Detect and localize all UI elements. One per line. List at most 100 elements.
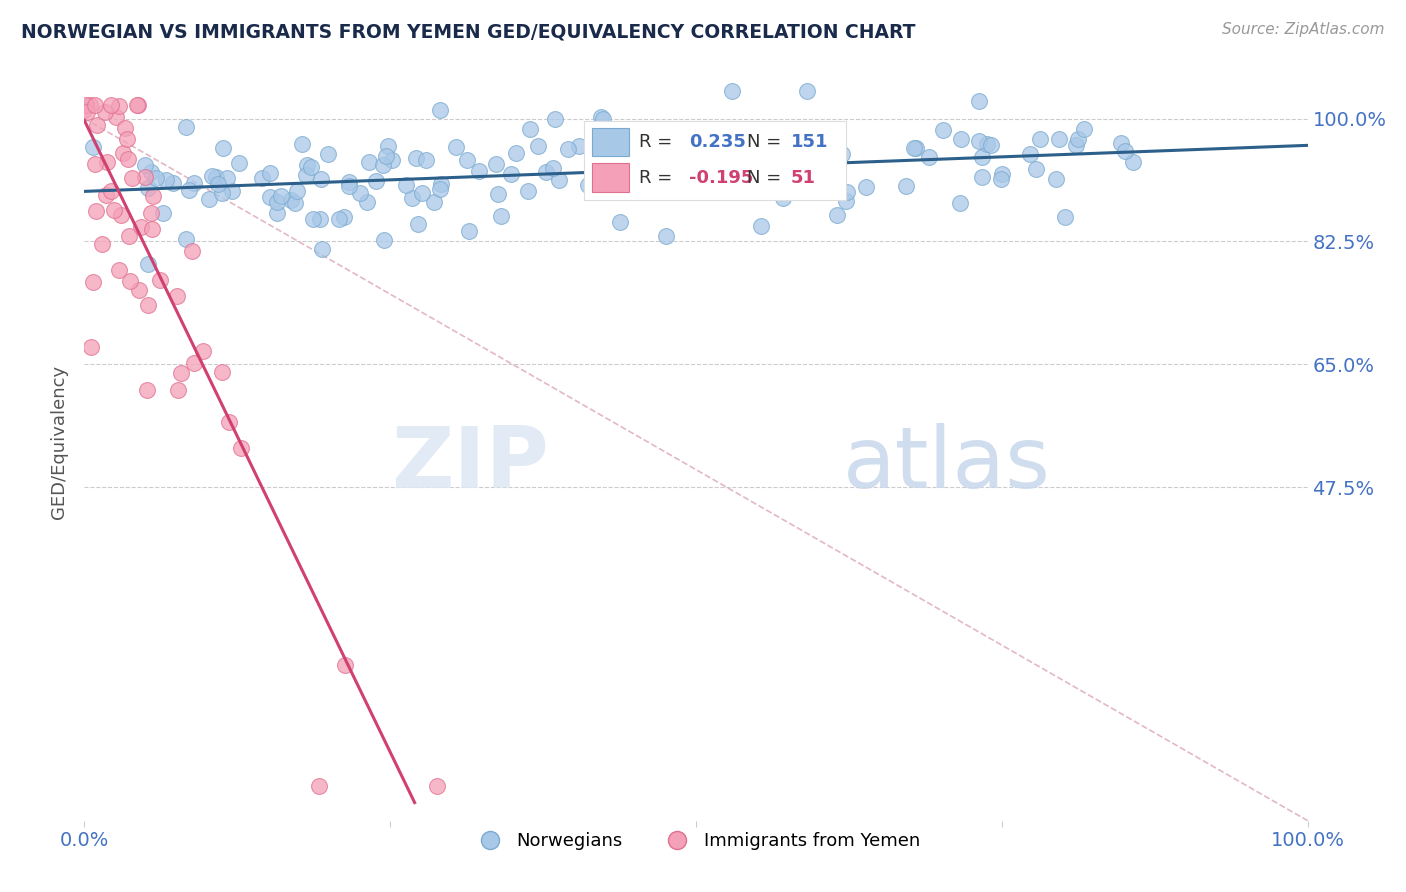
Point — [406, 217, 429, 231]
Point — [295, 168, 318, 182]
Point — [103, 202, 125, 217]
Point — [485, 157, 508, 171]
Text: N =: N = — [747, 133, 780, 151]
Point — [415, 153, 437, 167]
Point — [80, 340, 103, 354]
Point — [108, 99, 131, 113]
Text: -0.195: -0.195 — [689, 169, 754, 186]
Point — [541, 161, 564, 176]
Point — [789, 141, 811, 155]
Point — [337, 175, 360, 189]
Point — [1025, 161, 1047, 176]
Point — [1047, 132, 1070, 146]
Point — [104, 110, 127, 124]
Point — [121, 171, 143, 186]
Point — [297, 158, 319, 172]
Point — [83, 157, 105, 171]
Text: R =: R = — [640, 169, 672, 186]
Point — [679, 151, 702, 165]
Point — [519, 121, 541, 136]
Point — [429, 103, 451, 117]
Point — [152, 206, 174, 220]
Point — [534, 165, 557, 179]
Point — [228, 155, 250, 169]
Point — [333, 657, 356, 672]
Point — [259, 190, 281, 204]
Point — [589, 110, 612, 124]
Bar — [592, 163, 628, 192]
Point — [127, 97, 149, 112]
Y-axis label: GED/Equivalency: GED/Equivalency — [51, 365, 69, 518]
Point — [592, 112, 614, 126]
Point — [84, 97, 107, 112]
Point — [576, 178, 599, 193]
Point — [903, 141, 925, 155]
Point — [905, 141, 928, 155]
Point — [373, 234, 395, 248]
Point — [499, 167, 522, 181]
Point — [375, 149, 398, 163]
Point — [349, 186, 371, 200]
Point — [568, 139, 591, 153]
Point — [86, 118, 108, 132]
Point — [969, 134, 991, 148]
Point — [825, 208, 848, 222]
Point — [807, 157, 830, 171]
Point — [721, 83, 744, 97]
Point — [96, 155, 118, 169]
Point — [211, 365, 233, 379]
Point — [90, 237, 112, 252]
Point — [366, 174, 388, 188]
Point — [291, 136, 314, 151]
Point — [207, 178, 229, 192]
Point — [284, 196, 307, 211]
Point — [181, 244, 204, 259]
Point — [1122, 155, 1144, 169]
Point — [949, 195, 972, 210]
Point — [115, 132, 138, 146]
Point — [174, 120, 197, 134]
Point — [167, 383, 190, 397]
Point — [381, 153, 404, 168]
Point — [748, 168, 770, 182]
Point — [373, 158, 395, 172]
Text: 0.235: 0.235 — [689, 133, 745, 151]
Point — [73, 103, 96, 118]
Point — [356, 194, 378, 209]
Point — [654, 142, 676, 156]
Point — [831, 146, 853, 161]
Point — [991, 167, 1014, 181]
Point — [308, 212, 330, 227]
Point — [931, 123, 953, 137]
Point — [270, 189, 292, 203]
Point — [201, 169, 224, 183]
Point — [136, 383, 159, 397]
Text: atlas: atlas — [842, 423, 1050, 506]
Point — [1045, 172, 1067, 186]
Point — [183, 176, 205, 190]
Point — [423, 194, 446, 209]
Point — [1064, 137, 1087, 152]
Point — [299, 160, 322, 174]
Point — [709, 149, 731, 163]
Point — [145, 170, 167, 185]
Point — [82, 275, 104, 289]
Point — [835, 194, 858, 208]
Point — [211, 141, 233, 155]
Point — [654, 229, 676, 244]
Point — [215, 171, 238, 186]
Point — [557, 142, 579, 156]
Point — [108, 263, 131, 277]
Point — [84, 203, 107, 218]
Point — [429, 181, 451, 195]
Point — [280, 193, 302, 207]
Point — [765, 151, 787, 165]
Point — [896, 178, 918, 193]
Point — [221, 184, 243, 198]
Point — [229, 441, 252, 455]
Point — [401, 191, 423, 205]
Point — [174, 232, 197, 246]
Point — [266, 205, 288, 219]
Point — [1067, 132, 1090, 146]
Point — [218, 415, 240, 429]
